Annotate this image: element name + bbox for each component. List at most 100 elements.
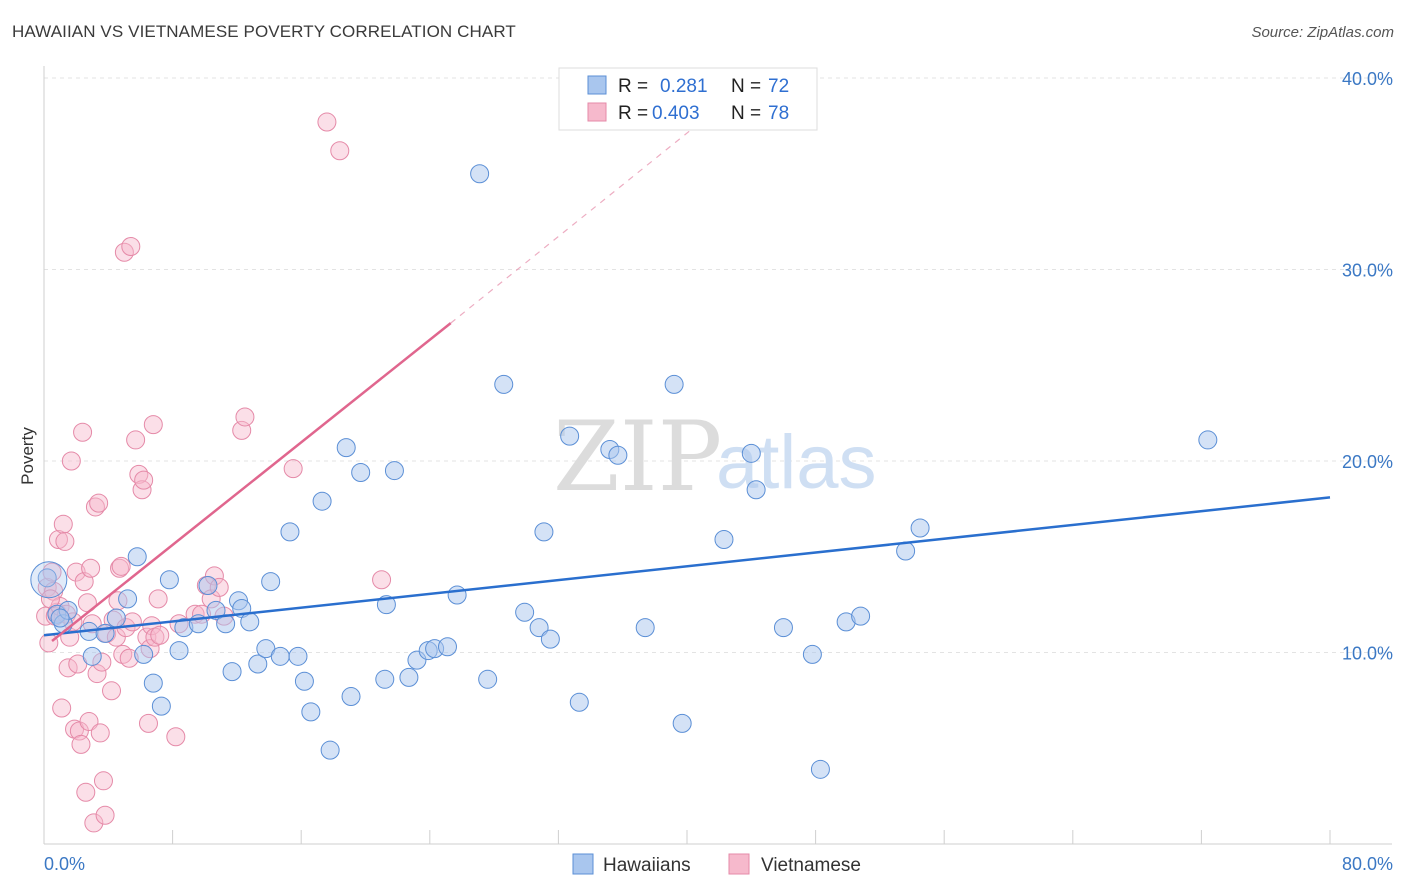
hawaiians-point	[470, 164, 490, 184]
vietnamese-point	[73, 422, 93, 442]
vietnamese-point	[283, 459, 303, 479]
x-tick-label: 80.0%	[1342, 854, 1393, 874]
hawaiians-points	[30, 164, 1218, 779]
hawaiians-point	[270, 646, 290, 666]
vietnamese-point	[55, 531, 75, 551]
vietnamese-point	[90, 723, 110, 743]
hawaiians-point	[222, 662, 242, 682]
grid-lines	[44, 77, 1392, 653]
hawaiians-point	[910, 518, 930, 538]
hawaiians-point	[198, 575, 218, 595]
hawaiians-point	[336, 438, 356, 458]
legend-n-label-1: N =	[731, 76, 761, 97]
vietnamese-point	[121, 237, 141, 257]
vietnamese-point	[66, 562, 86, 582]
hawaiians-point	[151, 696, 171, 716]
vietnamese-point	[95, 805, 115, 825]
vietnamese-point	[111, 556, 131, 576]
hawaiians-point	[143, 673, 163, 693]
vietnamese-point	[76, 782, 96, 802]
hawaiians-point	[294, 671, 314, 691]
hawaiians-point	[37, 568, 57, 588]
hawaiians-point-large	[30, 561, 68, 599]
hawaiians-point	[534, 522, 554, 542]
vietnamese-point	[93, 771, 113, 791]
hawaiians-point	[159, 570, 179, 590]
vietnamese-point	[122, 612, 142, 632]
vietnamese-point	[132, 480, 152, 500]
vietnamese-point	[102, 681, 122, 701]
hawaiians-point	[240, 612, 260, 632]
hawaiians-point	[320, 740, 340, 760]
hawaiians-point	[384, 461, 404, 481]
vietnamese-point	[150, 625, 170, 645]
hawaiians-point	[106, 608, 126, 628]
hawaiians-point	[261, 572, 281, 592]
hawaiians-point	[375, 669, 395, 689]
legend-r-label-2: R =	[618, 103, 648, 124]
y-tick-label: 30.0%	[1342, 261, 1393, 281]
vietnamese-point	[138, 713, 158, 733]
chart-title: HAWAIIAN VS VIETNAMESE POVERTY CORRELATI…	[12, 22, 516, 41]
hawaiians-point	[301, 702, 321, 722]
hawaiians-point	[437, 637, 457, 657]
vietnamese-trend-line	[51, 322, 452, 642]
legend-r-value-2: 0.403	[652, 103, 700, 124]
hawaiians-point	[341, 687, 361, 707]
hawaiians-point	[134, 644, 154, 664]
hawaiians-point	[515, 602, 535, 622]
vietnamese-point	[84, 813, 104, 833]
vietnamese-point	[81, 558, 101, 578]
legend-r-value-1: 0.281	[660, 76, 708, 97]
y-axis-label: Poverty	[18, 427, 37, 485]
hawaiians-point	[746, 480, 766, 500]
legend-swatch-vietnamese	[587, 102, 607, 122]
vietnamese-point	[372, 570, 392, 590]
vietnamese-point	[89, 493, 109, 513]
hawaiians-point	[560, 426, 580, 446]
hawaiians-point	[1198, 430, 1218, 450]
vietnamese-point	[166, 727, 186, 747]
vietnamese-point	[317, 112, 337, 132]
legend-bottom-swatch-vietnamese	[728, 853, 750, 875]
hawaiians-point	[288, 646, 308, 666]
vietnamese-point	[85, 497, 105, 517]
hawaiians-trend-line	[43, 496, 1331, 637]
hawaiians-point	[635, 618, 655, 638]
hawaiians-point	[608, 445, 628, 465]
vietnamese-point	[61, 451, 81, 471]
hawaiians-point	[169, 641, 189, 661]
hawaiians-point	[206, 600, 226, 620]
hawaiians-point	[802, 644, 822, 664]
legend-bottom: Hawaiians Vietnamese	[572, 853, 861, 876]
hawaiians-point	[312, 491, 332, 511]
vietnamese-point	[148, 589, 168, 609]
vietnamese-point	[52, 698, 72, 718]
hawaiians-point	[773, 618, 793, 638]
legend-n-value-1: 72	[768, 76, 789, 97]
vietnamese-point	[53, 514, 73, 534]
legend-r-label-1: R =	[618, 76, 648, 97]
y-tick-label: 20.0%	[1342, 452, 1393, 472]
hawaiians-point	[714, 530, 734, 550]
vietnamese-point	[48, 530, 68, 550]
watermark-atlas: atlas	[716, 420, 877, 505]
hawaiians-point	[127, 547, 147, 567]
vietnamese-point	[143, 415, 163, 435]
legend-n-value-2: 78	[768, 103, 789, 124]
source-label: Source: ZipAtlas.com	[1251, 24, 1394, 41]
vietnamese-point	[134, 470, 154, 490]
legend-bottom-swatch-hawaiians	[572, 853, 594, 875]
vietnamese-point	[235, 407, 255, 427]
trend-lines	[43, 67, 1331, 642]
hawaiians-point	[494, 374, 514, 394]
hawaiians-point	[664, 374, 684, 394]
vietnamese-point	[58, 658, 78, 678]
hawaiians-point	[447, 585, 467, 605]
tick-labels: 10.0% 20.0% 30.0% 40.0% 0.0% 80.0%	[44, 69, 1393, 874]
vietnamese-point	[330, 141, 350, 161]
vietnamese-points	[36, 112, 392, 833]
vietnamese-point	[87, 664, 107, 684]
hawaiians-point	[810, 759, 830, 779]
